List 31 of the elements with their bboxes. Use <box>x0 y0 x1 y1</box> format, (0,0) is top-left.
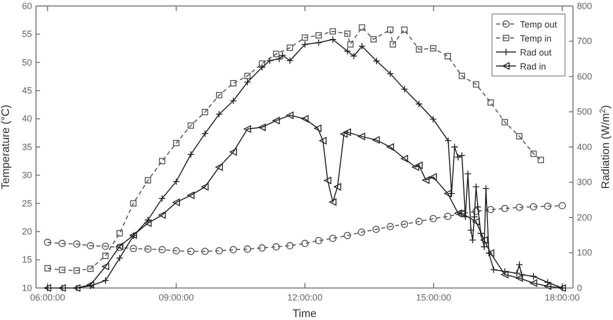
legend-label: Temp in <box>520 34 552 44</box>
legend-label: Rad in <box>520 62 546 72</box>
y-tick-label: 35 <box>22 142 32 152</box>
x-tick-label: 15:00:00 <box>416 292 452 302</box>
y-tick-label: 15 <box>22 254 32 265</box>
x-tick-label: 18:00:00 <box>544 292 580 302</box>
y-tick-label: 55 <box>22 29 32 40</box>
y2-tick-label: 300 <box>577 177 592 188</box>
x-axis-title: Time <box>292 308 317 320</box>
x-tick-label: 12:00:00 <box>287 292 322 302</box>
y-tick-label: 60 <box>22 0 32 11</box>
y2-tick-label: 200 <box>577 212 592 222</box>
y-tick-label: 30 <box>22 170 32 180</box>
x-tick-label: 09:00:00 <box>158 292 194 302</box>
y2-tick-label: 600 <box>577 71 592 82</box>
legend-label: Rad out <box>520 48 552 58</box>
y2-tick-label: 500 <box>577 106 592 117</box>
legend-label: Temp out <box>520 20 558 30</box>
y2-tick-label: 400 <box>577 142 592 152</box>
y2-tick-label: 800 <box>577 0 592 11</box>
y2-tick-label: 700 <box>577 36 592 46</box>
y-tick-label: 20 <box>22 226 32 236</box>
y-tick-label: 25 <box>22 198 32 208</box>
y-tick-label: 40 <box>22 114 32 124</box>
y2-tick-label: 0 <box>577 282 582 293</box>
y-tick-label: 45 <box>22 85 32 96</box>
y-tick-label: 50 <box>22 57 32 68</box>
y2-tick-label: 100 <box>577 248 592 258</box>
y-tick-label: 10 <box>22 282 32 293</box>
y-axis-title: Temperature (°C) <box>0 104 12 190</box>
x-tick-label: 06:00:00 <box>30 292 66 302</box>
